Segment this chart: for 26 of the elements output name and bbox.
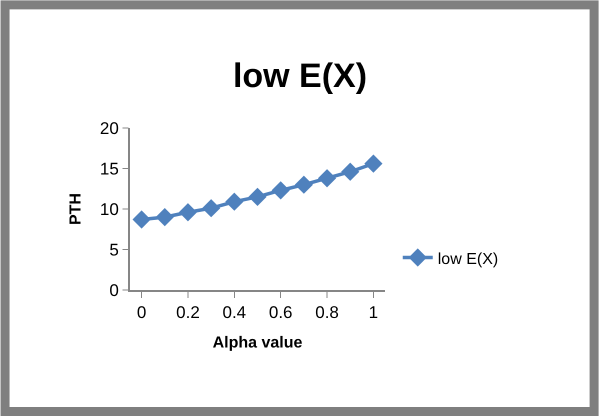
chart-title: low E(X): [232, 56, 368, 95]
point: [225, 192, 244, 211]
legend-label: low E(X): [438, 250, 498, 268]
point: [364, 154, 383, 173]
point: [341, 162, 360, 181]
point: [272, 181, 290, 200]
x-tick-label: 1: [368, 303, 378, 322]
x-tick-label: 0.8: [315, 303, 339, 322]
point: [294, 176, 313, 194]
x-axis-title: Alpha value: [212, 334, 302, 352]
point: [178, 203, 198, 222]
y-tick-label: 0: [109, 280, 119, 300]
x-tick-label: 0.6: [268, 303, 292, 322]
y-tick-label: 5: [109, 240, 119, 260]
point: [318, 169, 336, 188]
y-axis-title: PTH: [67, 193, 84, 225]
x-tick-label: 0.2: [176, 303, 200, 322]
x-tick-label: 0.4: [222, 303, 246, 322]
point: [202, 199, 220, 218]
x-tick-label: 0: [136, 303, 146, 322]
point: [156, 208, 174, 226]
y-tick-label: 20: [100, 118, 119, 138]
point: [132, 210, 151, 229]
y-tick-label: 10: [100, 200, 119, 219]
y-tick-label: 15: [100, 159, 119, 178]
point: [248, 188, 267, 206]
